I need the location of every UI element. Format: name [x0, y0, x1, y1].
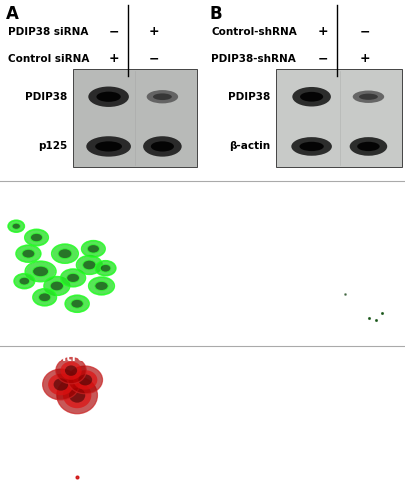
Ellipse shape — [43, 369, 79, 400]
Text: PDIP38: PDIP38 — [25, 92, 67, 102]
Point — [74, 473, 80, 481]
Text: PDIP38 siRNA: PDIP38 siRNA — [8, 27, 88, 37]
Ellipse shape — [95, 282, 108, 290]
Ellipse shape — [299, 142, 323, 151]
Point — [377, 310, 384, 318]
Ellipse shape — [96, 92, 121, 102]
Text: C: C — [6, 186, 18, 204]
Ellipse shape — [19, 277, 30, 285]
Text: −: − — [149, 52, 159, 65]
Point — [365, 314, 372, 322]
Text: p125: p125 — [38, 142, 67, 152]
Ellipse shape — [58, 248, 72, 258]
Ellipse shape — [151, 142, 173, 152]
Ellipse shape — [15, 274, 34, 288]
Point — [341, 290, 347, 298]
Ellipse shape — [299, 92, 322, 102]
Text: B: B — [209, 6, 221, 24]
FancyBboxPatch shape — [275, 69, 401, 167]
Ellipse shape — [63, 382, 91, 408]
Text: PDIP38 siRNA: PDIP38 siRNA — [213, 186, 303, 199]
Ellipse shape — [50, 281, 64, 291]
Text: Control-shRNA: Control-shRNA — [211, 27, 296, 37]
Ellipse shape — [66, 274, 79, 282]
Text: PDIP38-shRNA: PDIP38-shRNA — [211, 54, 295, 64]
Ellipse shape — [12, 223, 20, 230]
Ellipse shape — [48, 374, 74, 396]
Text: +: + — [108, 52, 119, 65]
Ellipse shape — [45, 277, 69, 295]
Ellipse shape — [25, 230, 48, 246]
Ellipse shape — [71, 300, 83, 308]
Ellipse shape — [57, 377, 97, 414]
Ellipse shape — [30, 234, 43, 242]
Ellipse shape — [87, 244, 99, 253]
Ellipse shape — [86, 136, 131, 156]
Point — [371, 316, 378, 324]
Ellipse shape — [153, 94, 171, 100]
Text: D: D — [6, 350, 20, 368]
Ellipse shape — [66, 296, 88, 312]
Text: +: + — [359, 52, 370, 65]
Ellipse shape — [32, 266, 49, 277]
Ellipse shape — [9, 220, 24, 232]
Ellipse shape — [60, 362, 81, 380]
Ellipse shape — [88, 86, 129, 107]
Text: PDIP38 shRNA: PDIP38 shRNA — [213, 350, 308, 364]
Ellipse shape — [52, 244, 77, 262]
Ellipse shape — [17, 246, 40, 262]
Ellipse shape — [26, 262, 55, 281]
Ellipse shape — [68, 366, 102, 394]
Ellipse shape — [83, 260, 96, 270]
Text: +: + — [317, 26, 327, 38]
Ellipse shape — [56, 358, 86, 384]
Ellipse shape — [77, 256, 101, 274]
Text: Control siRNA: Control siRNA — [8, 54, 89, 64]
Ellipse shape — [292, 87, 330, 106]
Ellipse shape — [89, 278, 113, 294]
Text: Control siRNA: Control siRNA — [40, 186, 132, 199]
FancyBboxPatch shape — [73, 69, 196, 167]
Ellipse shape — [349, 137, 386, 156]
Ellipse shape — [33, 289, 56, 306]
Ellipse shape — [53, 378, 68, 390]
Text: β-actin: β-actin — [228, 142, 269, 152]
Text: −: − — [108, 26, 119, 38]
Ellipse shape — [291, 137, 331, 156]
Ellipse shape — [78, 374, 92, 386]
Ellipse shape — [22, 249, 35, 258]
Ellipse shape — [69, 388, 85, 402]
Ellipse shape — [73, 370, 97, 390]
Ellipse shape — [146, 90, 178, 104]
Text: A: A — [6, 6, 19, 24]
Ellipse shape — [95, 142, 122, 152]
Ellipse shape — [65, 366, 77, 376]
Ellipse shape — [143, 136, 181, 156]
Ellipse shape — [96, 261, 115, 276]
Text: −: − — [317, 52, 327, 65]
Text: +: + — [149, 26, 159, 38]
Ellipse shape — [61, 270, 85, 286]
Ellipse shape — [352, 90, 383, 103]
Ellipse shape — [38, 293, 51, 302]
Text: Control shRNA: Control shRNA — [40, 350, 136, 364]
Ellipse shape — [358, 94, 377, 100]
Ellipse shape — [356, 142, 379, 151]
Ellipse shape — [82, 241, 104, 256]
Ellipse shape — [100, 264, 111, 272]
Text: −: − — [359, 26, 370, 38]
Text: PDIP38: PDIP38 — [227, 92, 269, 102]
